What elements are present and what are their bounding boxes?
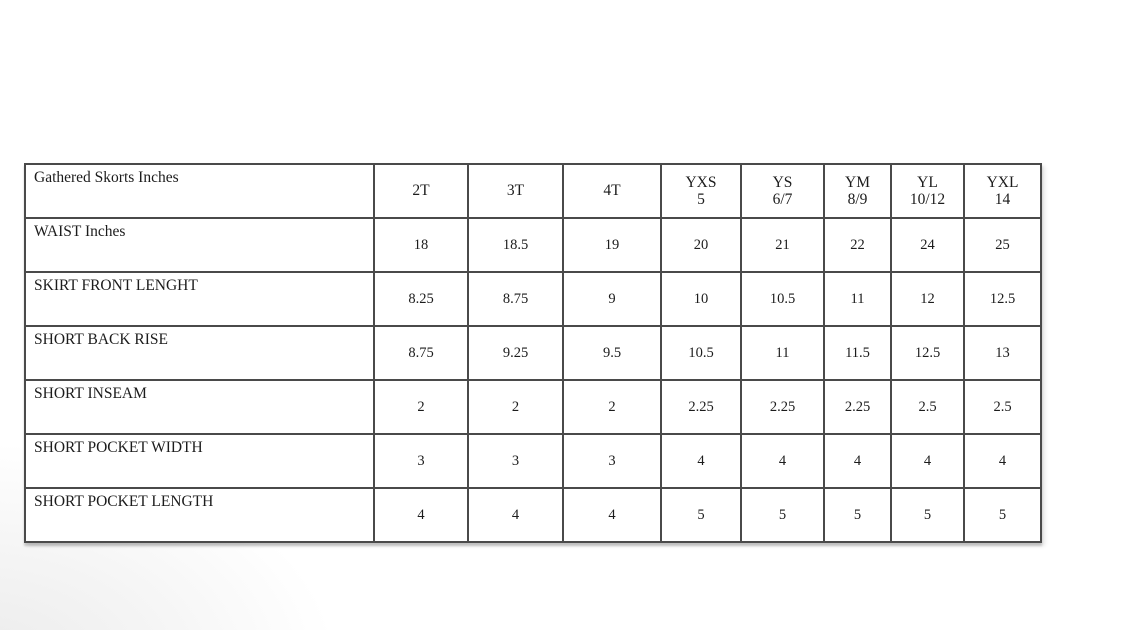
row-label: SHORT POCKET LENGTH: [24, 487, 375, 543]
value-cell: 25: [963, 217, 1042, 273]
table-title: Gathered Skorts Inches: [24, 163, 375, 219]
value-cell: 5: [963, 487, 1042, 543]
row-label: WAIST Inches: [24, 217, 375, 273]
value-cell: 3: [373, 433, 469, 489]
value-cell: 8.75: [467, 271, 564, 327]
value-cell: 20: [660, 217, 742, 273]
value-cell: 4: [963, 433, 1042, 489]
column-header-4t: 4T: [562, 163, 662, 219]
value-cell: 3: [467, 433, 564, 489]
column-header-line: YXL: [986, 173, 1019, 191]
value-cell: 12.5: [890, 325, 965, 381]
value-cell: 11: [740, 325, 825, 381]
value-cell: 12.5: [963, 271, 1042, 327]
value-cell: 22: [823, 217, 892, 273]
value-cell: 3: [562, 433, 662, 489]
value-cell: 21: [740, 217, 825, 273]
value-cell: 4: [823, 433, 892, 489]
column-header-3t: 3T: [467, 163, 564, 219]
column-header-line: 14: [994, 191, 1011, 208]
value-cell: 8.75: [373, 325, 469, 381]
value-cell: 2.25: [823, 379, 892, 435]
value-cell: 11: [823, 271, 892, 327]
value-cell: 4: [467, 487, 564, 543]
table-row: WAIST Inches 18 18.5 19 20 21 22 24 25: [24, 217, 1042, 273]
value-cell: 19: [562, 217, 662, 273]
value-cell: 5: [823, 487, 892, 543]
column-header-line: 6/7: [772, 191, 793, 208]
value-cell: 8.25: [373, 271, 469, 327]
value-cell: 5: [660, 487, 742, 543]
value-cell: 10: [660, 271, 742, 327]
column-header-yl: YL 10/12: [890, 163, 965, 219]
column-header-yxl: YXL 14: [963, 163, 1042, 219]
value-cell: 18.5: [467, 217, 564, 273]
column-header-yxs: YXS 5: [660, 163, 742, 219]
value-cell: 9.25: [467, 325, 564, 381]
value-cell: 10.5: [740, 271, 825, 327]
column-header-line: 3T: [506, 182, 525, 200]
column-header-2t: 2T: [373, 163, 469, 219]
value-cell: 4: [562, 487, 662, 543]
size-chart-table: Gathered Skorts Inches 2T 3T 4T YXS 5 YS 6/7 YM…: [24, 163, 1042, 543]
column-header-ym: YM 8/9: [823, 163, 892, 219]
column-header-line: YXS: [685, 173, 717, 191]
value-cell: 10.5: [660, 325, 742, 381]
table-row: SHORT BACK RISE 8.75 9.25 9.5 10.5 11 11.5 12.5…: [24, 325, 1042, 381]
row-label: SHORT BACK RISE: [24, 325, 375, 381]
row-label: SHORT POCKET WIDTH: [24, 433, 375, 489]
column-header-ys: YS 6/7: [740, 163, 825, 219]
value-cell: 12: [890, 271, 965, 327]
column-header-line: 8/9: [847, 191, 868, 208]
row-label: SHORT INSEAM: [24, 379, 375, 435]
table-row: SHORT POCKET WIDTH 3 3 3 4 4 4 4 4: [24, 433, 1042, 489]
table-row: SKIRT FRONT LENGHT 8.25 8.75 9 10 10.5 11 12 12.…: [24, 271, 1042, 327]
value-cell: 13: [963, 325, 1042, 381]
value-cell: 4: [890, 433, 965, 489]
value-cell: 5: [890, 487, 965, 543]
header-row: Gathered Skorts Inches 2T 3T 4T YXS 5 YS 6/7 YM…: [24, 163, 1042, 219]
value-cell: 9.5: [562, 325, 662, 381]
column-header-line: 10/12: [909, 191, 946, 208]
table-row: SHORT POCKET LENGTH 4 4 4 5 5 5 5 5: [24, 487, 1042, 543]
row-label: SKIRT FRONT LENGHT: [24, 271, 375, 327]
value-cell: 2.5: [890, 379, 965, 435]
value-cell: 11.5: [823, 325, 892, 381]
column-header-line: 5: [697, 191, 705, 208]
value-cell: 2: [467, 379, 564, 435]
value-cell: 2.5: [963, 379, 1042, 435]
column-header-line: YM: [845, 173, 870, 191]
value-cell: 24: [890, 217, 965, 273]
table-row: SHORT INSEAM 2 2 2 2.25 2.25 2.25 2.5 2.5: [24, 379, 1042, 435]
column-header-line: 4T: [603, 182, 621, 200]
value-cell: 9: [562, 271, 662, 327]
value-cell: 2.25: [660, 379, 742, 435]
value-cell: 4: [740, 433, 825, 489]
value-cell: 2: [373, 379, 469, 435]
value-cell: 4: [660, 433, 742, 489]
column-header-line: YL: [917, 173, 938, 191]
column-header-line: 2T: [412, 182, 430, 200]
value-cell: 4: [373, 487, 469, 543]
value-cell: 5: [740, 487, 825, 543]
column-header-line: YS: [772, 173, 793, 191]
value-cell: 2.25: [740, 379, 825, 435]
value-cell: 2: [562, 379, 662, 435]
value-cell: 18: [373, 217, 469, 273]
